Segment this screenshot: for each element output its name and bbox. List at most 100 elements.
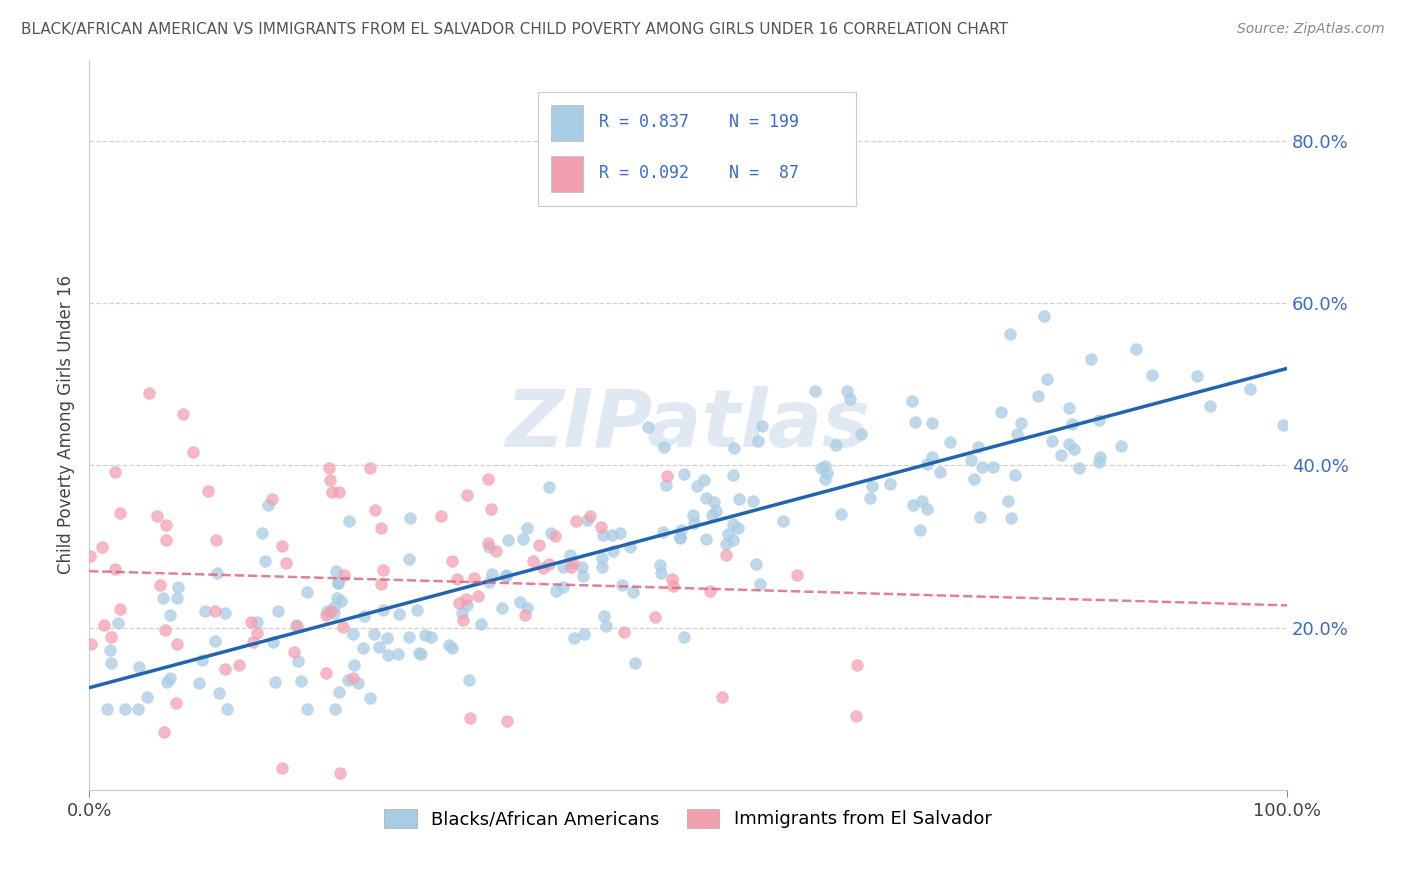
Point <box>242 634 264 648</box>
Point <box>478 574 501 589</box>
Point <box>250 526 273 541</box>
Point <box>749 577 772 591</box>
Point <box>254 554 277 568</box>
Point <box>328 485 350 500</box>
Point <box>516 600 538 615</box>
Point <box>398 511 420 525</box>
Y-axis label: Child Poverty Among Girls Under 16: Child Poverty Among Girls Under 16 <box>58 276 75 574</box>
Point <box>100 630 122 644</box>
Point <box>551 560 574 574</box>
Point <box>668 532 690 546</box>
Point <box>682 508 704 522</box>
Point <box>110 506 132 520</box>
Point <box>561 556 583 570</box>
Point <box>998 327 1021 342</box>
Point <box>328 685 350 699</box>
Point <box>846 658 869 673</box>
Point <box>650 566 672 581</box>
Point <box>325 565 347 579</box>
Point <box>155 623 177 637</box>
Point <box>208 686 231 700</box>
Point <box>1032 309 1054 323</box>
Point <box>114 702 136 716</box>
Point <box>138 386 160 401</box>
Point <box>127 702 149 716</box>
Point <box>513 607 536 622</box>
Point <box>408 646 430 660</box>
Point <box>479 501 502 516</box>
Point <box>1063 442 1085 456</box>
Point <box>413 628 436 642</box>
Point <box>315 665 337 680</box>
Point <box>609 526 631 541</box>
Point <box>79 637 101 651</box>
Point <box>373 563 395 577</box>
Point <box>326 591 349 605</box>
Point <box>336 673 359 687</box>
Point <box>1088 450 1111 464</box>
Point <box>1140 368 1163 382</box>
Point <box>352 641 374 656</box>
Point <box>651 525 673 540</box>
Point <box>695 491 717 505</box>
Point <box>969 510 991 524</box>
Point <box>456 599 478 613</box>
Point <box>153 725 176 739</box>
Point <box>910 524 932 538</box>
Point <box>188 675 211 690</box>
Point <box>592 609 614 624</box>
Point <box>319 603 342 617</box>
Point <box>387 607 409 622</box>
Point <box>560 560 582 574</box>
Point <box>661 579 683 593</box>
Point <box>1040 434 1063 448</box>
Point <box>429 508 451 523</box>
Point <box>321 484 343 499</box>
Point <box>166 591 188 605</box>
Point <box>329 765 352 780</box>
Point <box>446 573 468 587</box>
Point <box>621 584 644 599</box>
Point <box>107 615 129 630</box>
Point <box>285 619 308 633</box>
Point <box>838 392 860 406</box>
Point <box>1109 439 1132 453</box>
Point <box>1199 399 1222 413</box>
Point <box>879 476 901 491</box>
Point <box>315 608 337 623</box>
Text: Source: ZipAtlas.com: Source: ZipAtlas.com <box>1237 22 1385 37</box>
Point <box>155 533 177 548</box>
Point <box>602 543 624 558</box>
Point <box>579 509 602 524</box>
Point <box>264 674 287 689</box>
Point <box>328 576 350 591</box>
Point <box>695 532 717 546</box>
Point <box>860 479 883 493</box>
Point <box>197 484 219 499</box>
Point <box>217 702 239 716</box>
Point <box>343 657 366 672</box>
Point <box>204 633 226 648</box>
Point <box>728 492 751 507</box>
Point <box>901 498 924 512</box>
Point <box>1088 413 1111 427</box>
Point <box>692 473 714 487</box>
Point <box>375 631 398 645</box>
Point <box>997 493 1019 508</box>
Point <box>441 554 464 568</box>
Point <box>456 488 478 502</box>
Point <box>522 554 544 568</box>
Point <box>637 419 659 434</box>
Point <box>967 440 990 454</box>
Point <box>786 568 808 582</box>
Text: BLACK/AFRICAN AMERICAN VS IMMIGRANTS FROM EL SALVADOR CHILD POVERTY AMONG GIRLS : BLACK/AFRICAN AMERICAN VS IMMIGRANTS FRO… <box>21 22 1008 37</box>
Point <box>108 602 131 616</box>
Point <box>648 558 671 573</box>
Point <box>165 696 187 710</box>
Point <box>152 591 174 606</box>
Point <box>1036 371 1059 385</box>
Point <box>318 461 340 475</box>
Point <box>155 518 177 533</box>
Point <box>672 630 695 644</box>
Point <box>830 507 852 521</box>
